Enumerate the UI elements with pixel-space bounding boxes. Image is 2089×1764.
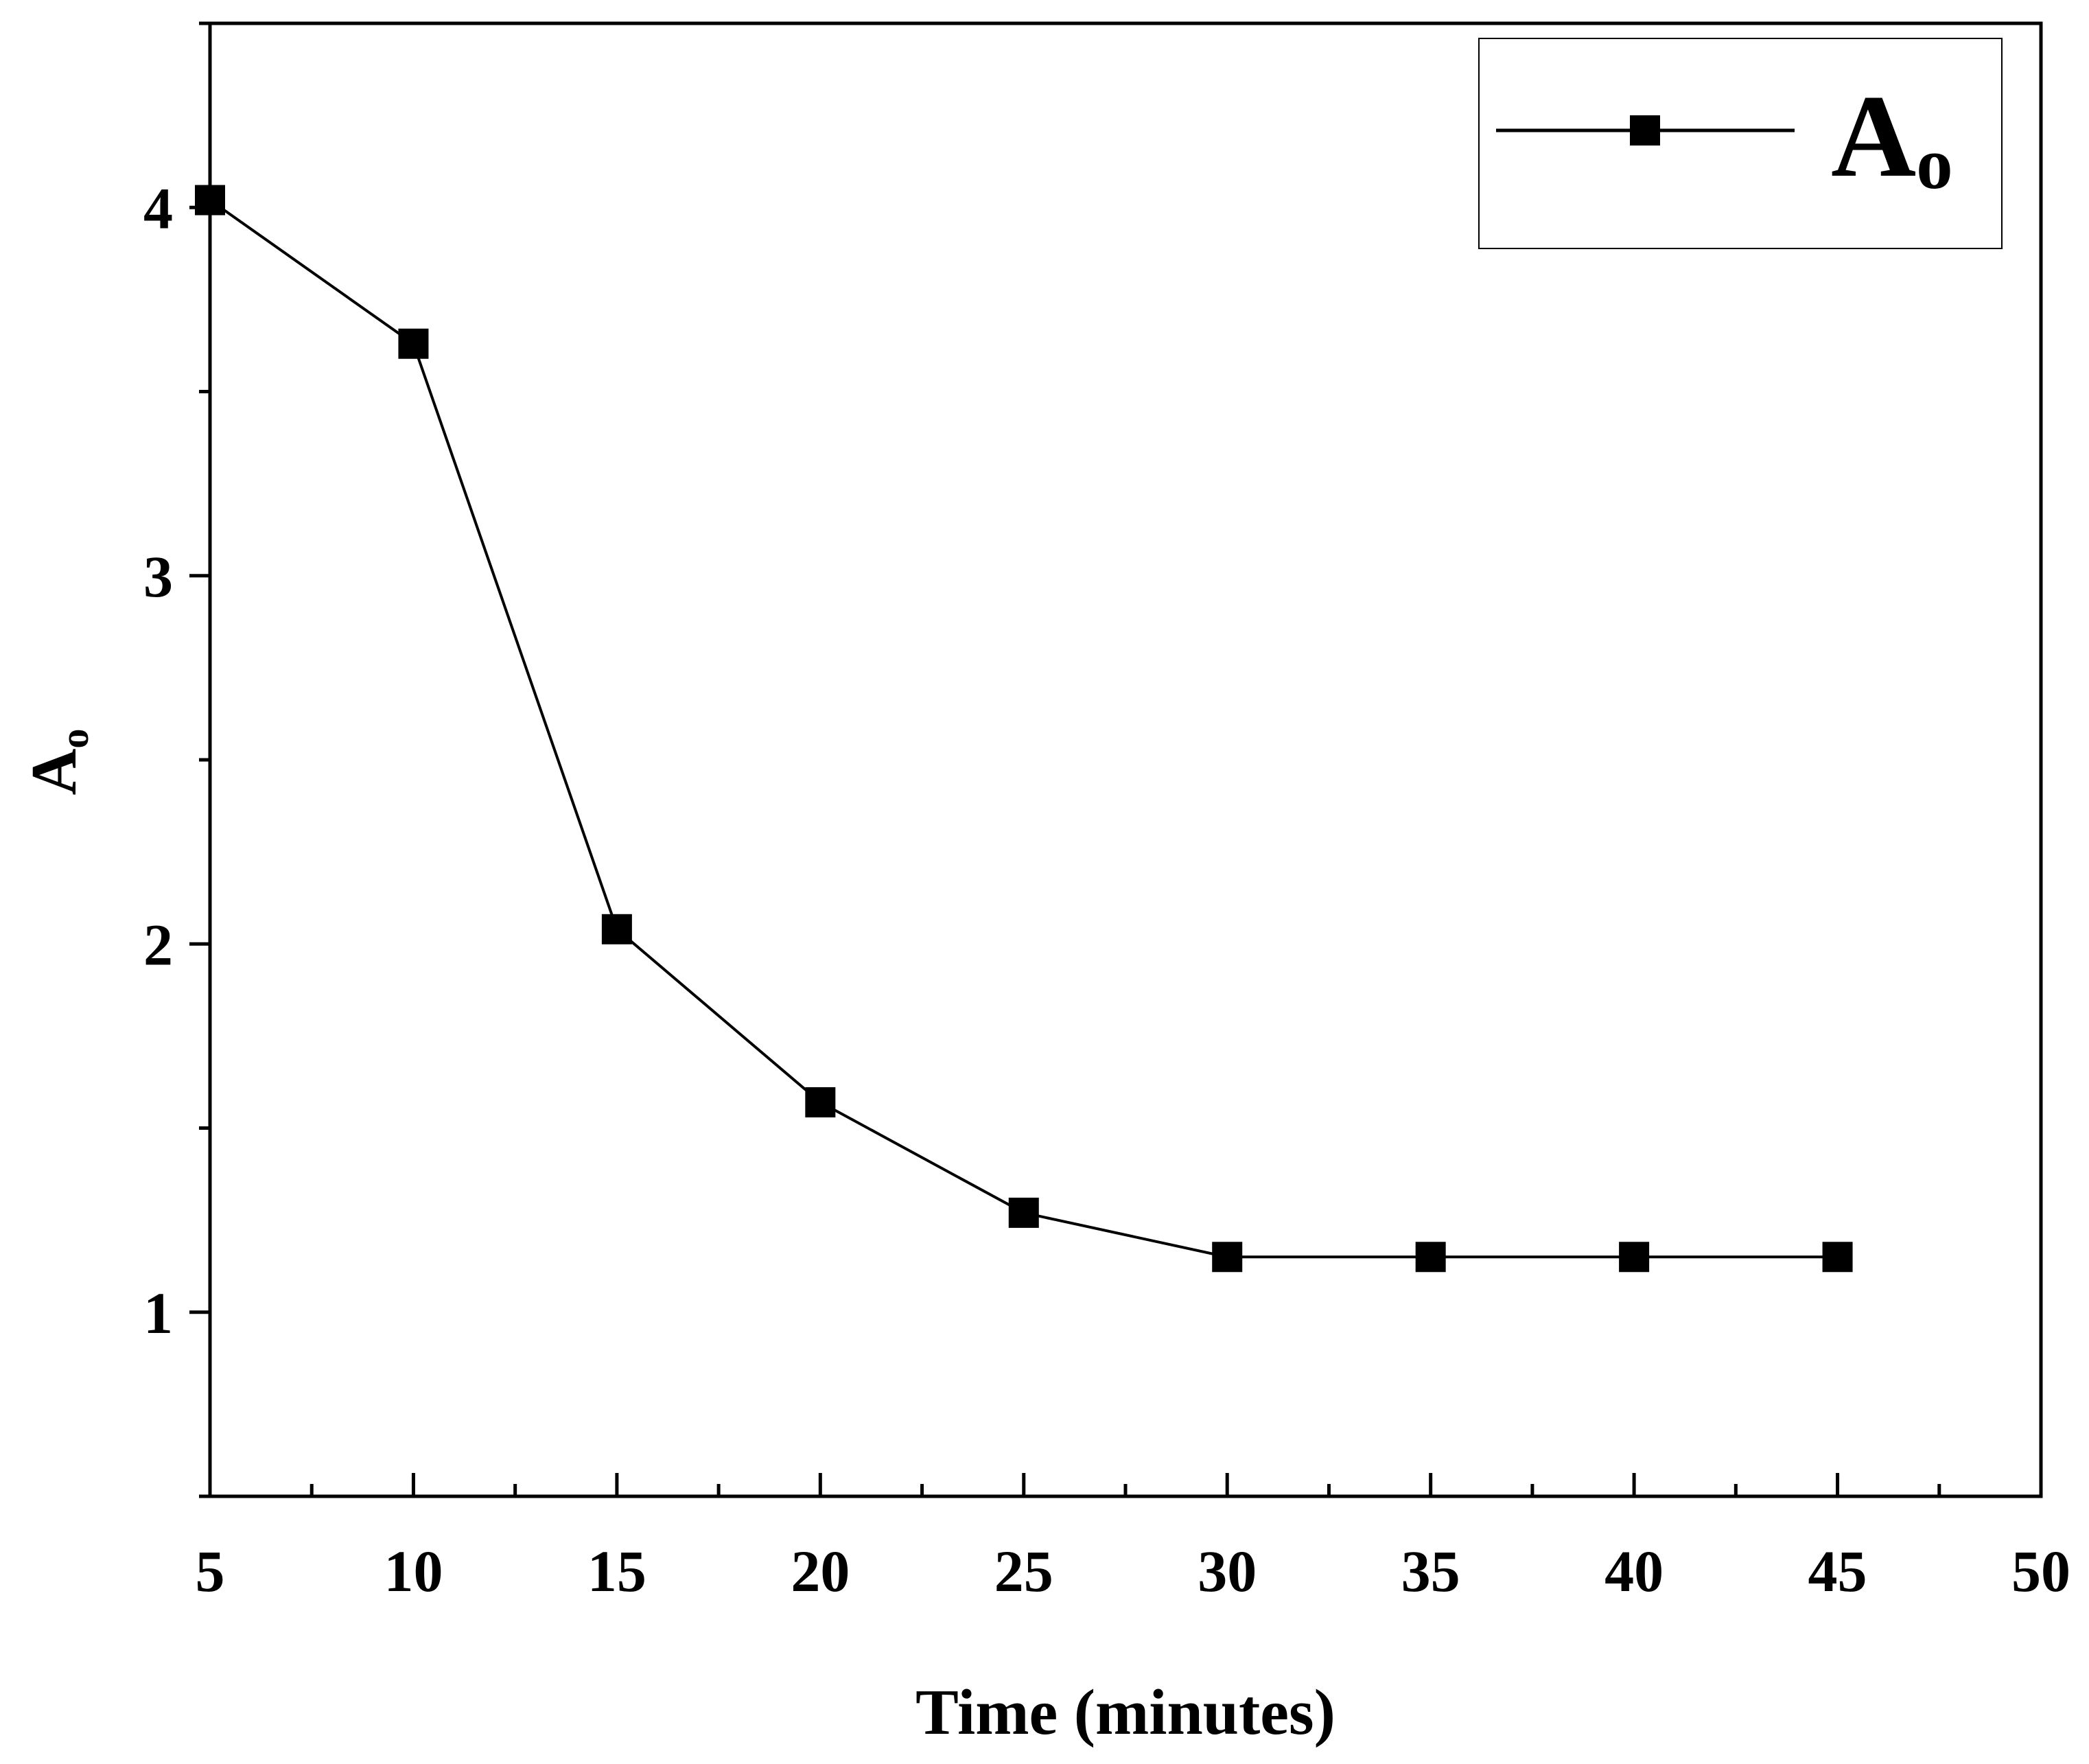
x-tick-label: 40 xyxy=(1604,1538,1664,1604)
x-tick-label: 15 xyxy=(587,1538,646,1604)
data-point-marker[interactable] xyxy=(805,1087,836,1117)
data-point-marker[interactable] xyxy=(1822,1242,1853,1273)
x-tick-label: 25 xyxy=(994,1538,1053,1604)
y-axis-label-base: A xyxy=(19,749,90,796)
x-axis-label: Time (minutes) xyxy=(915,1677,1335,1748)
y-axis-label: Ao xyxy=(19,728,97,795)
x-tick-label: 10 xyxy=(384,1538,443,1604)
y-tick-label: 3 xyxy=(143,544,173,610)
legend-label: Ao xyxy=(1831,71,1953,205)
y-tick-label: 1 xyxy=(143,1280,173,1346)
x-tick-label: 50 xyxy=(2011,1538,2070,1604)
axis-ticks xyxy=(189,21,2043,1498)
legend[interactable]: Ao xyxy=(1478,38,2003,249)
legend-box xyxy=(1478,38,2003,249)
data-point-marker[interactable] xyxy=(195,185,225,216)
y-tick-label: 2 xyxy=(143,912,173,977)
data-point-marker[interactable] xyxy=(1212,1242,1243,1273)
data-point-marker[interactable] xyxy=(1415,1242,1446,1273)
data-point-marker[interactable] xyxy=(398,328,429,359)
data-point-marker[interactable] xyxy=(601,914,632,944)
y-axis-label-sub: o xyxy=(52,728,97,748)
data-point-marker[interactable] xyxy=(1008,1197,1039,1228)
axis-tick-labels: 5 10 15 20 25 30 35 40 45 50 1 2 3 4 xyxy=(143,175,2070,1604)
y-tick-label: 4 xyxy=(143,175,173,241)
data-point-marker[interactable] xyxy=(1619,1242,1650,1273)
x-tick-label: 20 xyxy=(791,1538,850,1604)
legend-label-sub: o xyxy=(1916,124,1952,205)
series-line xyxy=(209,198,1838,1259)
x-tick-label: 45 xyxy=(1808,1538,1867,1604)
legend-marker xyxy=(1630,115,1660,146)
series-layer xyxy=(195,185,1853,1273)
x-tick-label: 5 xyxy=(196,1538,225,1604)
x-tick-label: 35 xyxy=(1401,1538,1460,1604)
legend-label-base: A xyxy=(1831,71,1916,202)
x-tick-label: 30 xyxy=(1198,1538,1257,1604)
